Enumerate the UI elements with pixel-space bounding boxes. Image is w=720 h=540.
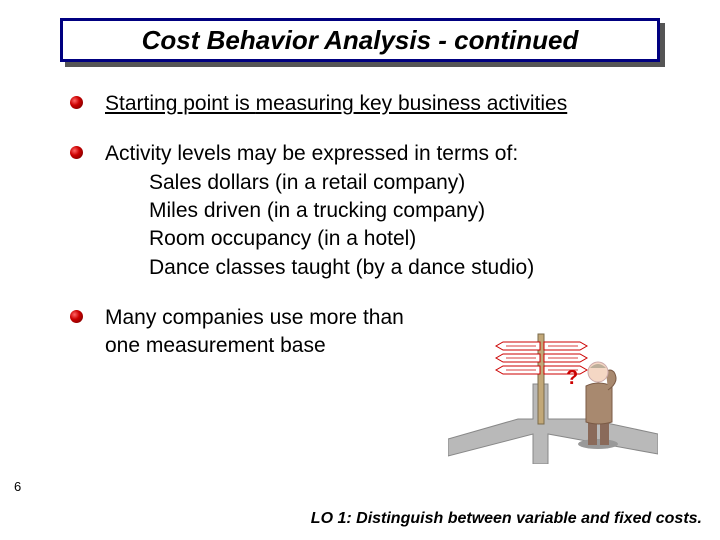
crossroads-clipart: ? bbox=[448, 324, 658, 464]
bullet-item: Activity levels may be expressed in term… bbox=[70, 140, 660, 282]
title-bar-inner: Cost Behavior Analysis - continued bbox=[60, 18, 660, 62]
bullet-text: Activity levels may be expressed in term… bbox=[105, 140, 534, 282]
bullet-item: Starting point is measuring key business… bbox=[70, 90, 660, 118]
sub-item: Sales dollars (in a retail company) bbox=[149, 169, 534, 197]
title-bar: Cost Behavior Analysis - continued bbox=[60, 18, 660, 62]
sub-list: Sales dollars (in a retail company) Mile… bbox=[149, 169, 534, 282]
slide-title: Cost Behavior Analysis - continued bbox=[142, 25, 579, 56]
footer-text: LO 1: Distinguish between variable and f… bbox=[311, 510, 702, 528]
sub-item: Miles driven (in a trucking company) bbox=[149, 197, 534, 225]
bullet-lead: Activity levels may be expressed in term… bbox=[105, 140, 534, 168]
page-number: 6 bbox=[14, 479, 21, 494]
bullet-lead: Starting point is bbox=[105, 92, 256, 115]
sub-item: Room occupancy (in a hotel) bbox=[149, 225, 534, 253]
bullet-icon bbox=[70, 146, 83, 159]
bullet-underlined: measuring key business activities bbox=[256, 92, 568, 115]
svg-text:?: ? bbox=[566, 367, 578, 389]
sub-item: Dance classes taught (by a dance studio) bbox=[149, 254, 534, 282]
bullet-icon bbox=[70, 96, 83, 109]
bullet-text: Starting point is measuring key business… bbox=[105, 90, 567, 118]
bullet-icon bbox=[70, 310, 83, 323]
bullet-text: Many companies use more than one measure… bbox=[105, 304, 435, 361]
